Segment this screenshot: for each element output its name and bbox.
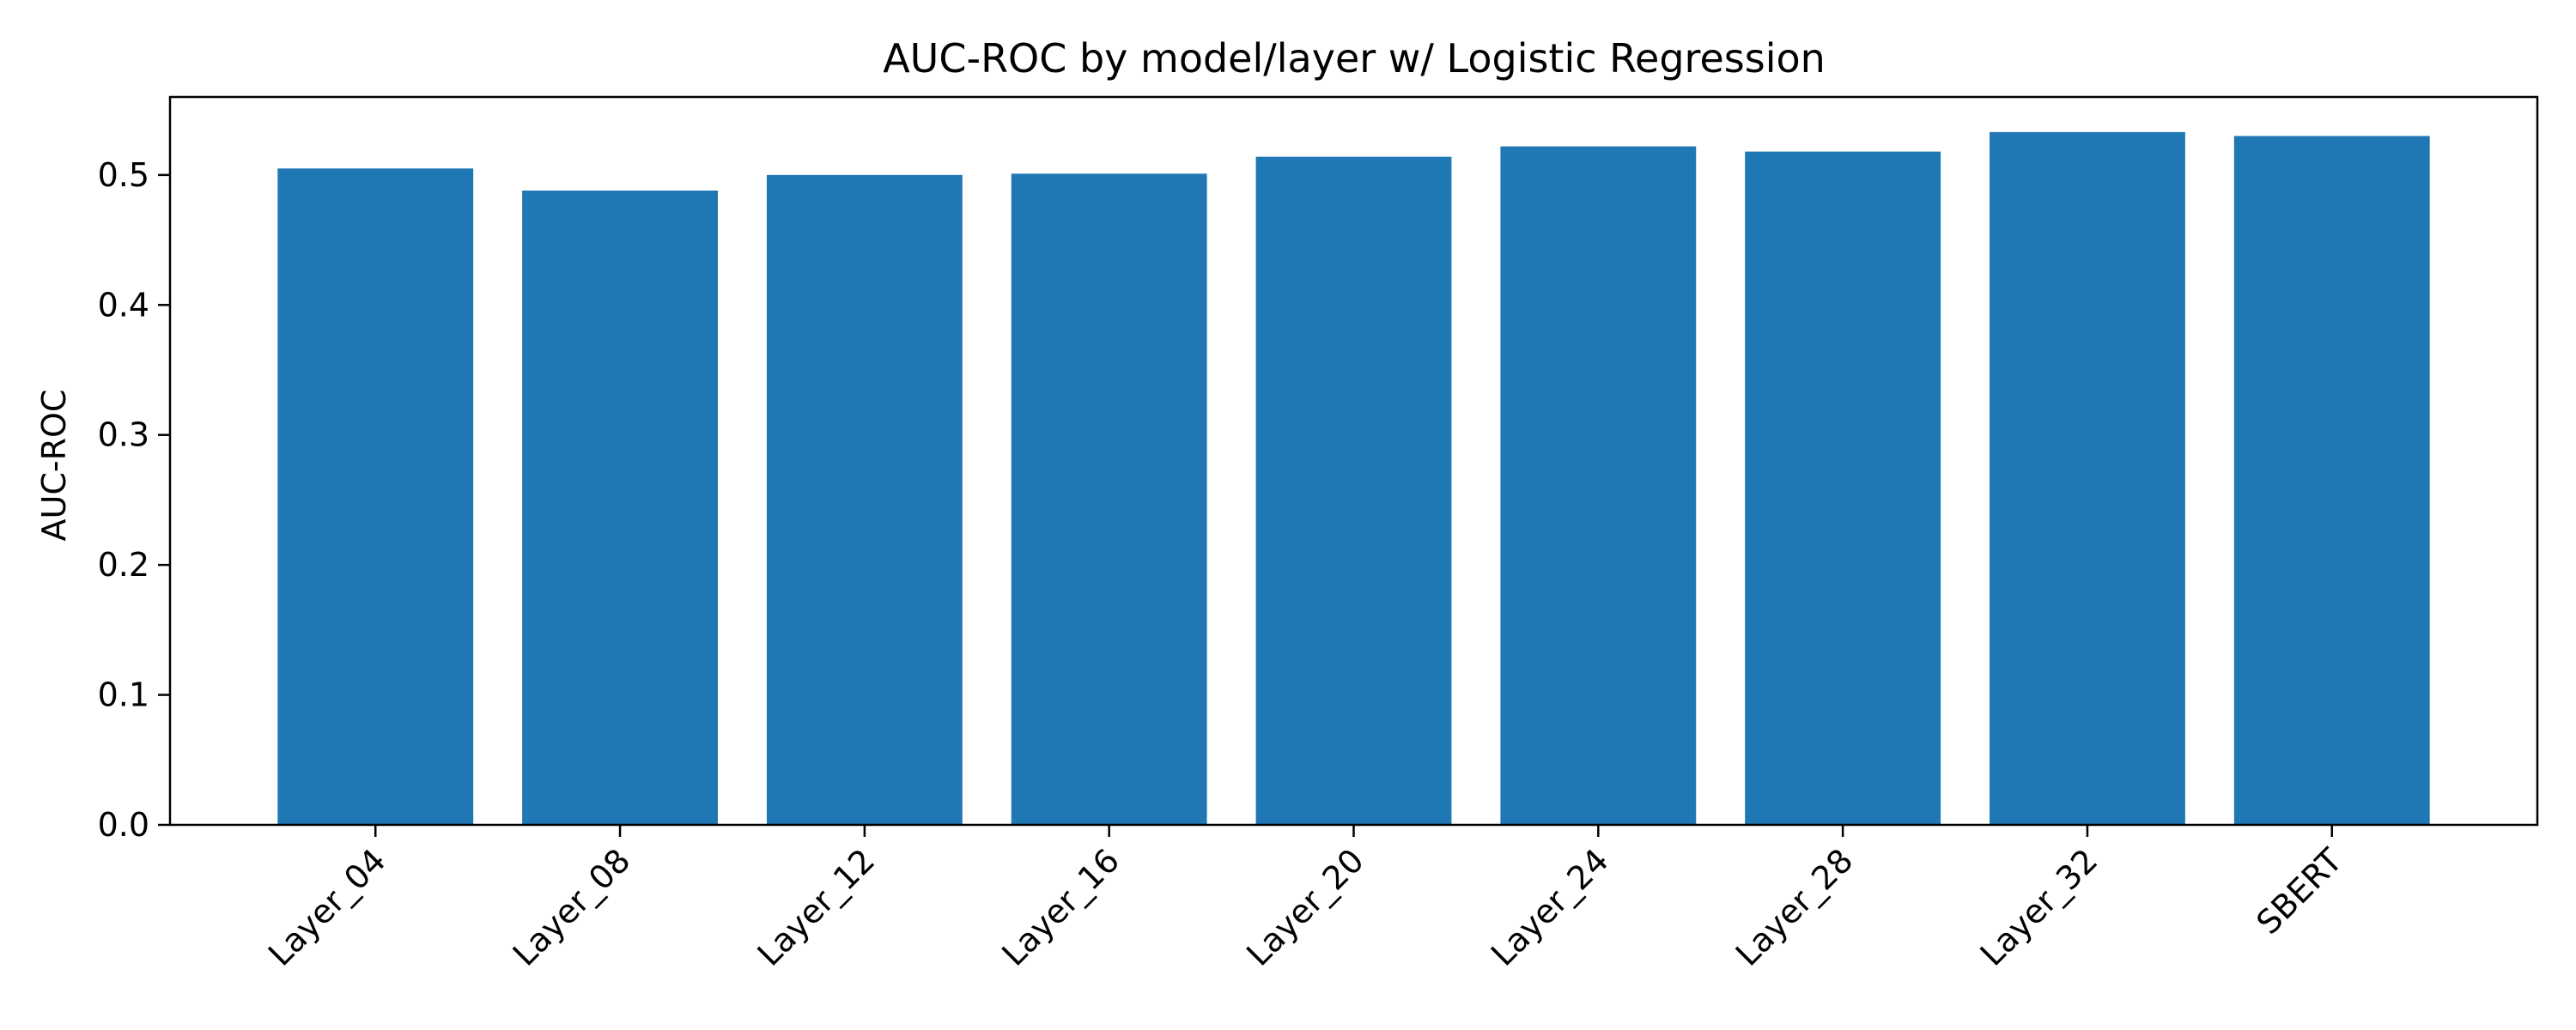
x-tick-label: Layer_20 [1239, 841, 1371, 973]
x-tick-label: Layer_28 [1728, 841, 1861, 973]
bar-layer-04 [277, 168, 474, 826]
x-tick-label: Layer_04 [261, 841, 393, 973]
x-ticks-group: Layer_04 Layer_08 Layer_12 Layer_16 Layer_20… [261, 825, 2350, 973]
bar-sbert [2233, 136, 2430, 825]
y-tick-label: 0.3 [98, 416, 149, 454]
bar-layer-24 [1500, 146, 1697, 826]
bar-layer-32 [1990, 131, 2185, 825]
bar-layer-08 [522, 191, 718, 825]
x-tick-label: Layer_16 [994, 841, 1127, 973]
bar-layer-20 [1255, 156, 1452, 825]
bar-layer-16 [1011, 173, 1207, 826]
y-tick-label: 0.0 [98, 806, 149, 844]
x-tick-label: SBERT [2249, 841, 2349, 942]
chart-title: AUC-ROC by model/layer w/ Logistic Regre… [883, 35, 1826, 82]
x-tick-label: Layer_12 [750, 841, 883, 973]
bars-group [277, 131, 2430, 826]
y-tick-label: 0.2 [98, 546, 149, 584]
y-tick-label: 0.1 [98, 676, 149, 714]
plot-frame [168, 95, 2539, 827]
bar-layer-12 [766, 174, 963, 825]
y-axis-label: AUC-ROC [35, 390, 73, 542]
y-ticks-group: 0.0 0.1 0.2 0.3 0.4 0.5 [98, 156, 170, 844]
y-tick-label: 0.5 [98, 156, 149, 194]
y-tick-label: 0.4 [98, 286, 149, 324]
x-tick-label: Layer_24 [1484, 841, 1616, 973]
x-tick-label: Layer_32 [1973, 841, 2105, 973]
bar-layer-28 [1745, 151, 1941, 826]
x-tick-label: Layer_08 [506, 841, 638, 973]
